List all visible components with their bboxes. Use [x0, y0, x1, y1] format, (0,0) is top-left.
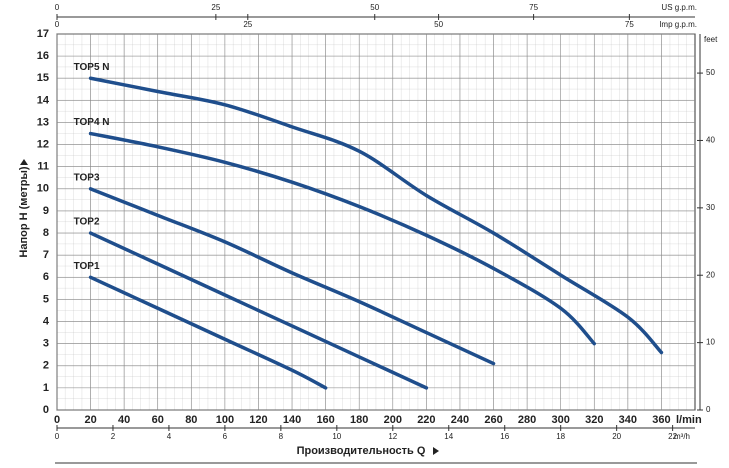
x-tick-label: 180	[350, 414, 368, 426]
feet-tick-label: 20	[706, 270, 715, 279]
curve-label: TOP3	[74, 172, 100, 183]
curve	[88, 187, 496, 366]
y-tick-label: 7	[43, 249, 49, 261]
x-tick-label: 200	[384, 414, 402, 426]
m3h-tick-label: 0	[55, 432, 60, 441]
y-tick-label: 15	[37, 72, 49, 84]
curve-label: TOP1	[74, 261, 100, 272]
x-tick-label: 340	[619, 414, 637, 426]
m3h-tick-label: 14	[444, 432, 453, 441]
x-tick-label: 260	[484, 414, 502, 426]
x-tick-label: 360	[652, 414, 670, 426]
y-tick-label: 3	[43, 338, 49, 350]
imp-gpm-tick-label: 25	[243, 20, 252, 29]
y-tick-label: 5	[43, 293, 49, 305]
y-tick-label: 4	[43, 315, 50, 327]
x-unit: l/min	[676, 414, 702, 426]
x-tick-label: 20	[84, 414, 96, 426]
curve	[88, 231, 429, 390]
x-tick-label: 320	[585, 414, 603, 426]
x-tick-label: 100	[216, 414, 234, 426]
us-gpm-tick-label: 0	[55, 3, 60, 12]
x-tick-label: 40	[118, 414, 130, 426]
m3h-tick-label: 22	[668, 432, 677, 441]
x-tick-label: 140	[283, 414, 301, 426]
y-tick-label: 1	[43, 382, 49, 394]
y-axis-label: Напор H (метры)	[18, 166, 30, 257]
y-tick-label: 14	[37, 94, 50, 106]
x-tick-label: 240	[451, 414, 469, 426]
plot-area	[56, 33, 696, 411]
x-tick-label: 280	[518, 414, 536, 426]
x-tick-label: 80	[185, 414, 197, 426]
curve-label: TOP4 N	[74, 117, 110, 128]
y-tick-label: 10	[37, 183, 49, 195]
us-gpm-unit: US g.p.m.	[661, 3, 697, 12]
m3h-tick-label: 4	[167, 432, 172, 441]
y-tick-label: 16	[37, 50, 49, 62]
imp-gpm-tick-label: 75	[625, 20, 634, 29]
y-tick-label: 9	[43, 205, 49, 217]
feet-tick-label: 0	[706, 405, 711, 414]
m3h-tick-label: 20	[612, 432, 621, 441]
curve	[88, 275, 328, 390]
y-tick-label: 11	[37, 161, 49, 173]
x-tick-label: 0	[54, 414, 60, 426]
m3h-tick-label: 16	[500, 432, 509, 441]
m3h-tick-label: 18	[556, 432, 565, 441]
y-tick-label: 0	[43, 404, 49, 416]
y-tick-label: 8	[43, 227, 49, 239]
curve-label: TOP2	[74, 217, 100, 228]
x-tick-label: 120	[249, 414, 267, 426]
x-tick-label: 60	[152, 414, 164, 426]
curve-label: TOP5 N	[74, 62, 110, 73]
x-axis-label: Производительность Q	[297, 445, 426, 457]
m3h-tick-label: 12	[388, 432, 397, 441]
imp-gpm-tick-label: 0	[55, 20, 60, 29]
m3h-tick-label: 2	[111, 432, 116, 441]
curve	[88, 131, 597, 346]
us-gpm-tick-label: 50	[370, 3, 379, 12]
m3h-tick-label: 10	[332, 432, 341, 441]
x-tick-label: 220	[417, 414, 435, 426]
imp-gpm-tick-label: 50	[434, 20, 443, 29]
y-tick-label: 13	[37, 116, 49, 128]
y-arrow	[20, 159, 28, 165]
feet-unit: feet	[704, 35, 718, 44]
m3h-unit: m³/h	[674, 432, 690, 441]
y-tick-label: 2	[43, 360, 49, 372]
m3h-tick-label: 8	[279, 432, 284, 441]
x-tick-label: 160	[316, 414, 334, 426]
curve	[88, 76, 664, 355]
feet-tick-label: 10	[706, 338, 715, 347]
y-tick-label: 12	[37, 138, 49, 150]
us-gpm-tick-label: 25	[211, 3, 220, 12]
y-tick-label: 6	[43, 271, 49, 283]
feet-tick-label: 40	[706, 136, 715, 145]
us-gpm-tick-label: 75	[529, 3, 538, 12]
imp-gpm-unit: Imp g.p.m.	[659, 20, 697, 29]
feet-tick-label: 30	[706, 203, 715, 212]
x-tick-label: 300	[552, 414, 570, 426]
x-arrow	[433, 447, 439, 455]
y-tick-label: 17	[37, 28, 49, 40]
feet-tick-label: 50	[706, 68, 715, 77]
m3h-tick-label: 6	[223, 432, 228, 441]
